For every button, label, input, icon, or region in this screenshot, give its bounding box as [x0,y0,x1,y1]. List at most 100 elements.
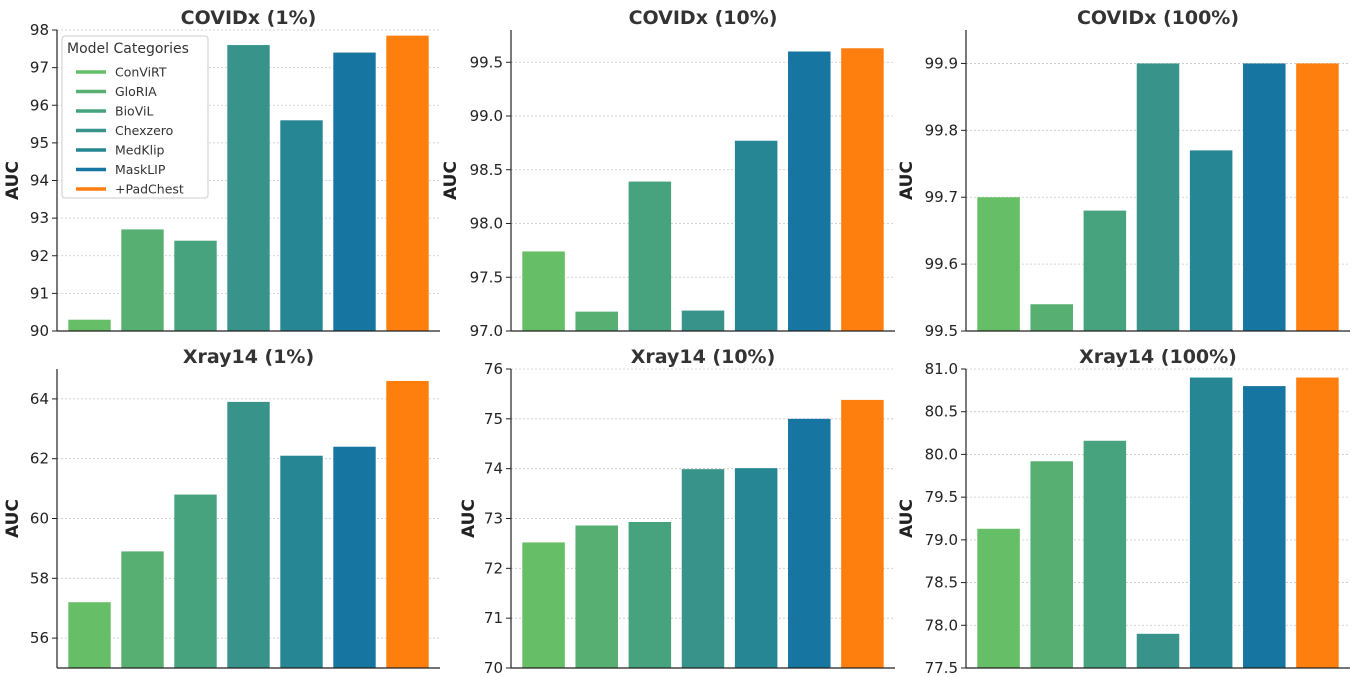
y-tick-label: 58 [30,569,49,587]
bar-medklip [280,455,323,668]
bar-gloria [575,525,618,668]
legend-label: BioViL [115,104,153,119]
bar-chexzero [681,469,725,668]
y-tick-label: 93 [30,209,49,227]
y-tick-label: 94 [30,172,49,190]
y-axis-label: AUC [897,499,917,538]
legend-label: +PadChest [115,182,184,197]
bar-chexzero [681,310,725,331]
y-tick-label: 74 [484,460,503,478]
y-tick-label: 99.5 [925,322,958,340]
bar-medklip [280,120,323,331]
legend-label: Chexzero [115,123,173,138]
y-tick-label: 81.0 [925,360,958,378]
bar-convirt [68,602,111,668]
y-tick-label: 99.0 [470,107,503,125]
bar-medklip [1189,150,1233,331]
chart-panel-2: 97.0 97.5 98.0 98.5 99.0 99.5 COVIDx (10%) AUC [441,7,895,340]
legend-label: MaskLIP [115,162,166,177]
chart-title: COVIDx (100%) [1077,7,1239,29]
y-tick-label: 90 [30,322,49,340]
bar-convirt [522,542,565,668]
y-tick-label: 60 [30,510,49,528]
y-tick-label: 97.5 [470,268,503,286]
bar-biovil [174,240,217,331]
y-tick-label: 76 [484,360,503,378]
bar-gloria [575,311,618,331]
bar-chexzero [227,45,270,332]
bar-gloria [1030,304,1073,331]
bar-plus-padchest [841,48,884,332]
y-tick-label: 73 [484,510,503,528]
y-tick-label: 79.5 [925,488,958,506]
y-tick-label: 78.5 [925,574,958,592]
y-axis-label: AUC [459,499,479,538]
chart-panel-4: 56 58 60 62 64 Xray14 (1%) AUC [3,346,440,669]
y-tick-label: 99.8 [925,121,958,139]
bar-masklip [788,418,831,668]
y-tick-label: 91 [30,284,49,302]
bar-medklip [1189,377,1233,668]
y-tick-label: 78.0 [925,616,958,634]
y-tick-label: 98 [30,21,49,39]
bar-chexzero [1136,63,1180,331]
chart-panel-5: 70 71 72 73 74 75 76 Xray14 (10%) AUC [459,346,895,677]
y-tick-label: 98.0 [470,215,503,233]
bar-plus-padchest [386,35,429,332]
y-tick-label: 97 [30,59,49,77]
bar-convirt [68,319,111,331]
bar-masklip [788,51,831,331]
bar-masklip [333,52,376,331]
y-tick-label: 64 [30,390,49,408]
chart-title: COVIDx (1%) [181,7,317,29]
chart-title: Xray14 (1%) [183,346,314,368]
bar-gloria [121,551,164,668]
y-tick-label: 72 [484,559,503,577]
y-tick-label: 99.6 [925,255,958,273]
chart-panel-3: 99.5 99.6 99.7 99.8 99.9 COVIDx (100%) AUC [897,7,1350,340]
y-tick-label: 99.5 [470,53,503,71]
y-axis-label: AUC [3,161,23,200]
bar-masklip [1243,386,1286,668]
bar-biovil [1083,210,1127,331]
y-tick-label: 96 [30,96,49,114]
bar-masklip [333,446,376,668]
y-tick-label: 97.0 [470,322,503,340]
y-tick-label: 75 [484,410,503,428]
chart-title: COVIDx (10%) [629,7,778,29]
y-tick-label: 92 [30,247,49,265]
bar-plus-padchest [1296,377,1339,668]
bar-plus-padchest [386,380,429,668]
bar-biovil [174,494,217,668]
y-tick-label: 99.9 [925,54,958,72]
legend-label: ConViRT [115,65,167,80]
y-axis-label: AUC [441,161,461,200]
bar-plus-padchest [841,399,884,668]
bar-masklip [1243,63,1286,331]
y-tick-label: 95 [30,134,49,152]
y-tick-label: 70 [484,659,503,677]
chart-title: Xray14 (10%) [631,346,776,368]
y-axis-label: AUC [897,161,917,200]
bar-plus-padchest [1296,63,1339,331]
bar-biovil [628,181,672,331]
legend-label: GloRIA [115,84,157,99]
chart-panel-6: 77.5 78.0 78.5 79.0 79.5 80.0 80.5 81.0 Xray14 (… [897,346,1350,677]
legend-title: Model Categories [67,41,189,57]
bar-chexzero [1136,633,1180,668]
y-tick-label: 98.5 [470,161,503,179]
bar-medklip [734,140,778,331]
legend: Model Categories ConViRT GloRIA BioViL Chexz… [61,35,209,199]
chart-title: Xray14 (100%) [1079,346,1237,368]
bar-medklip [734,468,778,668]
bar-convirt [522,251,565,331]
y-tick-label: 80.0 [925,445,958,463]
bar-gloria [1030,461,1073,668]
y-tick-label: 71 [484,609,503,627]
y-tick-label: 62 [30,450,49,468]
bar-gloria [121,229,164,331]
y-tick-label: 56 [30,629,49,647]
y-tick-label: 79.0 [925,531,958,549]
y-axis-label: AUC [3,499,23,538]
